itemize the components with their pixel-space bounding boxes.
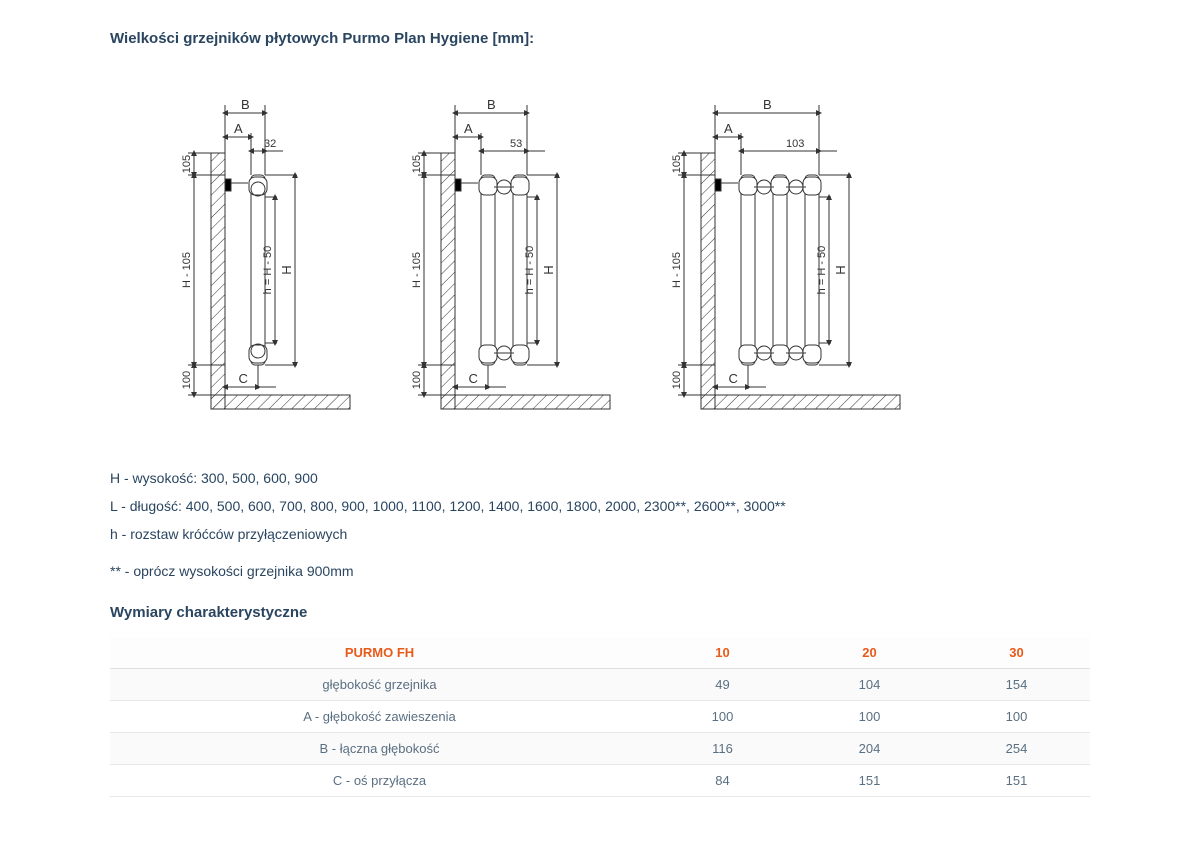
table-cell: 104	[796, 669, 943, 701]
table-cell: 100	[796, 701, 943, 733]
table-col-10: 10	[649, 637, 796, 669]
svg-text:C: C	[729, 371, 738, 386]
note-footnote: ** - oprócz wysokości grzejnika 900mm	[110, 560, 1090, 584]
table-row: B - łączna głębokość116204254	[110, 733, 1090, 765]
radiator-diagram: BA 32 Hh = H - 50 105 H - 105 100 C	[160, 65, 360, 445]
table-row: C - oś przyłącza84151151	[110, 765, 1090, 797]
table-cell: 49	[649, 669, 796, 701]
svg-text:h = H - 50: h = H - 50	[262, 246, 274, 295]
radiator-cross-section: BA 53 Hh = H - 50 105 H - 105 100 C	[390, 65, 620, 445]
svg-text:C: C	[469, 371, 478, 386]
svg-text:105: 105	[671, 155, 683, 173]
table-cell: 116	[649, 733, 796, 765]
table-heading: Wymiary charakterystyczne	[110, 604, 1090, 621]
svg-text:h = H - 50: h = H - 50	[524, 246, 536, 295]
table-cell: B - łączna głębokość	[110, 733, 649, 765]
radiator-diagram: B A 103 Hh = H - 50 105 H - 105 100 C	[650, 65, 910, 445]
dimension-notes: H - wysokość: 300, 500, 600, 900 L - dłu…	[110, 467, 1090, 584]
table-col-30: 30	[943, 637, 1090, 669]
diagram-row: BA32Hh = H - 50105H - 105100CBA53Hh = H …	[110, 65, 1090, 445]
table-cell: 100	[649, 701, 796, 733]
dimensions-table: PURMO FH 10 20 30 głębokość grzejnika491…	[110, 637, 1090, 797]
svg-text:105: 105	[181, 155, 193, 173]
svg-text:H - 105: H - 105	[411, 252, 423, 288]
table-cell: 151	[943, 765, 1090, 797]
table-col-label: PURMO FH	[110, 637, 649, 669]
table-cell: głębokość grzejnika	[110, 669, 649, 701]
svg-text:H - 105: H - 105	[181, 252, 193, 288]
svg-text:100: 100	[411, 371, 423, 389]
svg-text:B: B	[763, 97, 772, 112]
radiator-cross-section: BA 32 Hh = H - 50 105 H - 105 100 C	[160, 65, 360, 445]
radiator-diagram: BA 53 Hh = H - 50 105 H - 105 100 C	[390, 65, 620, 445]
table-cell: 254	[943, 733, 1090, 765]
table-cell: 84	[649, 765, 796, 797]
svg-text:32: 32	[264, 138, 276, 150]
table-cell: 204	[796, 733, 943, 765]
svg-text:105: 105	[411, 155, 423, 173]
svg-text:h = H - 50: h = H - 50	[816, 246, 828, 295]
table-cell: 151	[796, 765, 943, 797]
svg-text:C: C	[239, 371, 248, 386]
svg-text:A: A	[724, 121, 733, 136]
table-cell: 100	[943, 701, 1090, 733]
note-H: H - wysokość: 300, 500, 600, 900	[110, 467, 1090, 491]
svg-text:A: A	[234, 121, 243, 136]
radiator-cross-section: B A 103 Hh = H - 50 105 H - 105 100 C	[650, 65, 910, 445]
table-cell: A - głębokość zawieszenia	[110, 701, 649, 733]
note-h: h - rozstaw króćców przyłączeniowych	[110, 523, 1090, 547]
table-cell: 154	[943, 669, 1090, 701]
svg-text:H: H	[833, 265, 848, 274]
table-row: głębokość grzejnika49104154	[110, 669, 1090, 701]
svg-text:53: 53	[510, 138, 522, 150]
page-title: Wielkości grzejników płytowych Purmo Pla…	[110, 30, 1090, 47]
svg-text:B: B	[241, 97, 250, 112]
svg-text:B: B	[487, 97, 496, 112]
note-L: L - długość: 400, 500, 600, 700, 800, 90…	[110, 495, 1090, 519]
svg-text:100: 100	[181, 371, 193, 389]
svg-text:A: A	[464, 121, 473, 136]
svg-text:H - 105: H - 105	[671, 252, 683, 288]
table-cell: C - oś przyłącza	[110, 765, 649, 797]
svg-text:103: 103	[786, 138, 804, 150]
svg-text:100: 100	[671, 371, 683, 389]
table-col-20: 20	[796, 637, 943, 669]
table-row: A - głębokość zawieszenia100100100	[110, 701, 1090, 733]
svg-text:H: H	[279, 265, 294, 274]
svg-text:H: H	[541, 265, 556, 274]
